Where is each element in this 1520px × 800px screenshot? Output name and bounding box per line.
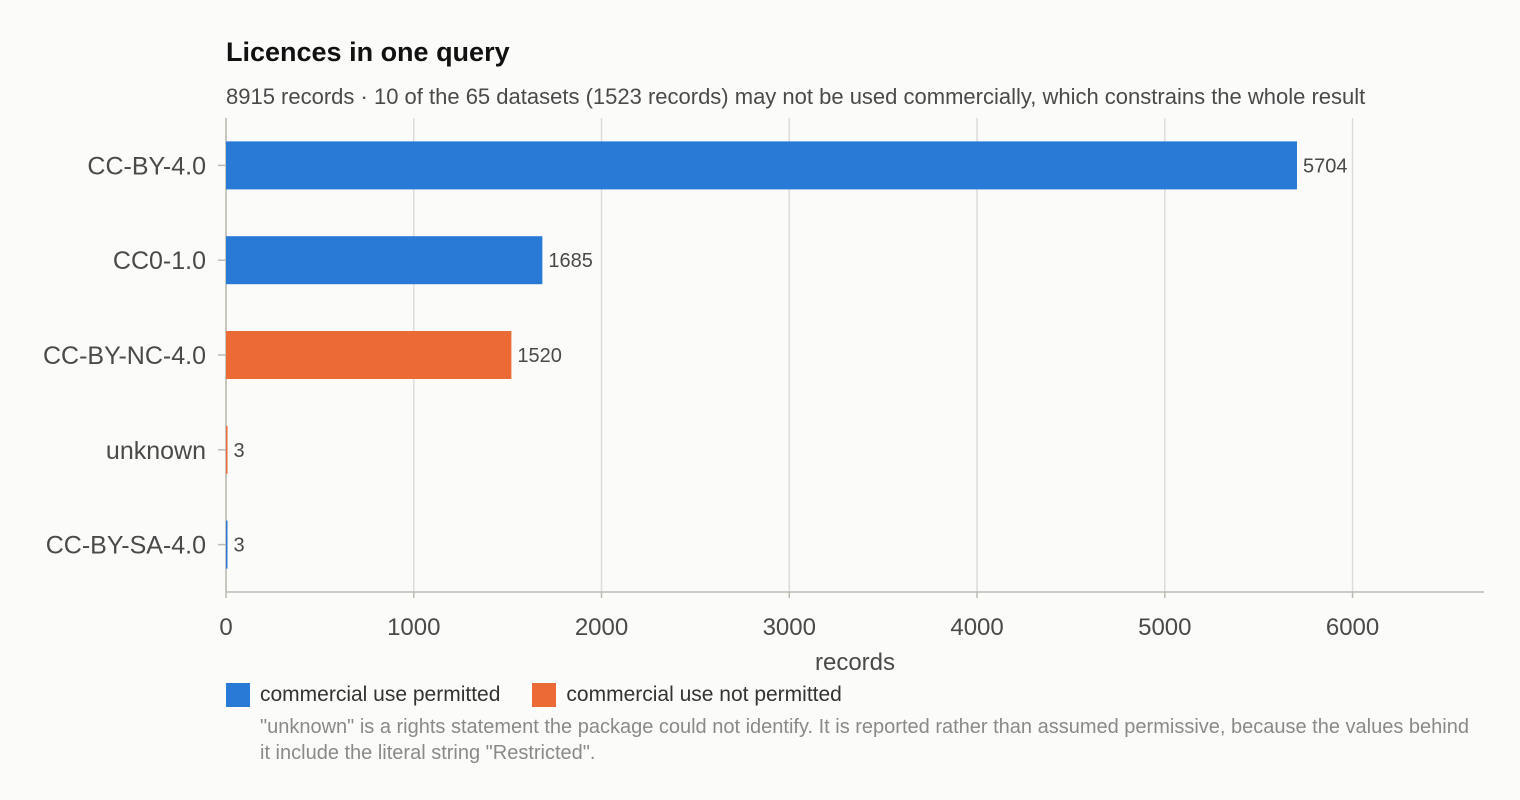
x-axis-label: records	[815, 649, 895, 676]
chart-subtitle: 8915 records · 10 of the 65 datasets (15…	[226, 84, 1366, 109]
footnote: "unknown" is a rights statement the pack…	[260, 716, 1469, 764]
legend-label-not-permitted: commercial use not permitted	[566, 683, 842, 706]
legend-swatch-permitted	[226, 683, 250, 707]
bar	[226, 236, 543, 285]
x-tick-label: 3000	[763, 614, 816, 641]
data-label: 5704	[1303, 155, 1348, 177]
x-tick-label: 1000	[387, 614, 440, 641]
category-label: unknown	[106, 437, 206, 465]
legend-swatch-not-permitted	[532, 683, 557, 707]
x-tick-label: 5000	[1138, 614, 1191, 641]
category-label: CC-BY-4.0	[87, 152, 206, 180]
legend: commercial use permitted commercial use …	[226, 683, 874, 707]
chart-title: Licences in one query	[226, 37, 510, 67]
x-tick-label: 2000	[575, 614, 628, 641]
category-label: CC0-1.0	[113, 247, 206, 275]
category-label: CC-BY-NC-4.0	[43, 342, 206, 370]
legend-item-permitted: commercial use permitted	[226, 683, 500, 707]
x-tick-label: 4000	[950, 614, 1003, 641]
bar	[226, 331, 512, 379]
category-label: CC-BY-SA-4.0	[46, 532, 206, 560]
data-label: 3	[234, 535, 245, 557]
data-label: 3	[234, 440, 245, 462]
bar	[226, 141, 1297, 190]
bar	[226, 520, 228, 569]
bar	[226, 425, 228, 474]
x-tick-label: 0	[219, 614, 232, 641]
x-tick-label: 6000	[1326, 614, 1379, 641]
legend-item-not-permitted: commercial use not permitted	[532, 683, 842, 707]
legend-label-permitted: commercial use permitted	[260, 683, 501, 706]
data-label: 1520	[517, 345, 562, 367]
data-label: 1685	[548, 250, 593, 272]
